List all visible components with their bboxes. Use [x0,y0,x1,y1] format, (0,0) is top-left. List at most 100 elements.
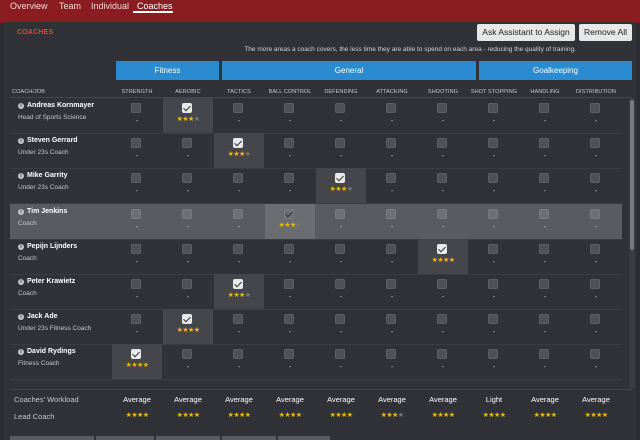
coach-name[interactable]: i Peter Krawietz [18,278,75,285]
assigned-checkbox[interactable] [233,279,243,289]
tab-team[interactable]: Team [59,1,82,11]
assign-checkbox[interactable] [539,138,549,148]
assign-checkbox[interactable] [284,244,294,254]
assign-checkbox[interactable] [131,138,141,148]
assign-checkbox[interactable] [182,209,192,219]
coach-name-text[interactable]: Peter Krawietz [27,278,76,285]
assign-checkbox[interactable] [539,103,549,113]
assign-checkbox[interactable] [386,349,396,359]
assign-checkbox[interactable] [284,314,294,324]
coach-name[interactable]: i Pepijn Lijnders [18,243,77,250]
column-header-tactics[interactable]: TACTICS [227,89,251,95]
coach-row[interactable]: i Jack Ade Under 23s Fitness Coach - ★★★★ - - -… [10,309,622,345]
assigned-checkbox[interactable] [182,103,192,113]
coach-row[interactable]: i David Rydings Fitness Coach ★★★★ - - - - - - - - - [10,344,622,380]
assign-checkbox[interactable] [590,279,600,289]
coach-row[interactable]: i Andreas Kornmayer Head of Sports Science… [10,98,622,134]
assign-checkbox[interactable] [233,314,243,324]
info-icon[interactable]: i [18,103,24,109]
assign-checkbox[interactable] [233,173,243,183]
assign-checkbox[interactable] [335,209,345,219]
assign-checkbox[interactable] [131,244,141,254]
assign-checkbox[interactable] [590,209,600,219]
coach-name[interactable]: i David Rydings [18,348,76,355]
assign-checkbox[interactable] [539,173,549,183]
coach-row[interactable]: i Steven Gerrard Under 23s Coach - - ★★★★ - - - -… [10,133,622,169]
assign-checkbox[interactable] [131,173,141,183]
assign-checkbox[interactable] [335,279,345,289]
assigned-checkbox[interactable] [284,209,294,219]
assign-checkbox[interactable] [284,103,294,113]
assign-checkbox[interactable] [182,173,192,183]
remove-all-button[interactable]: Remove All [579,24,632,41]
info-icon[interactable]: i [18,279,24,285]
ask-assistant-button[interactable]: Ask Assistant to Assign [477,24,575,41]
assign-checkbox[interactable] [233,103,243,113]
coach-name[interactable]: i Steven Gerrard [18,137,78,144]
column-header-attacking[interactable]: ATTACKING [376,89,408,95]
coach-name[interactable]: i Mike Garrity [18,172,67,179]
assign-checkbox[interactable] [437,314,447,324]
assign-checkbox[interactable] [335,138,345,148]
assign-checkbox[interactable] [437,279,447,289]
assign-checkbox[interactable] [284,138,294,148]
tab-overview[interactable]: Overview [10,1,48,11]
tab-individual[interactable]: Individual [91,1,130,11]
assigned-checkbox[interactable] [233,138,243,148]
assign-checkbox[interactable] [437,209,447,219]
assign-checkbox[interactable] [539,244,549,254]
assigned-checkbox[interactable] [335,173,345,183]
assign-checkbox[interactable] [539,314,549,324]
column-header-distribution[interactable]: DISTRIBUTION [575,89,616,95]
assign-checkbox[interactable] [590,138,600,148]
column-header-handling[interactable]: HANDLING [530,89,560,95]
assign-checkbox[interactable] [437,173,447,183]
coach-row[interactable]: i Mike Garrity Under 23s Coach - - - - ★★★★ - - - -… [10,168,622,204]
assign-checkbox[interactable] [131,314,141,324]
assigned-checkbox[interactable] [182,314,192,324]
column-header-aerobic[interactable]: AEROBIC [175,89,201,95]
assign-checkbox[interactable] [131,279,141,289]
assign-checkbox[interactable] [182,279,192,289]
assign-checkbox[interactable] [386,103,396,113]
info-icon[interactable]: i [18,314,24,320]
coach-row[interactable]: i Tim Jenkins Coach - - - ★★★★ - - - - - - [10,204,622,240]
assign-checkbox[interactable] [131,209,141,219]
column-header-defending[interactable]: DEFENDING [324,89,358,95]
assign-checkbox[interactable] [539,279,549,289]
assign-checkbox[interactable] [131,103,141,113]
coach-name-text[interactable]: Andreas Kornmayer [27,102,94,109]
assign-checkbox[interactable] [386,244,396,254]
coach-name-text[interactable]: Tim Jenkins [27,208,68,215]
assign-checkbox[interactable] [233,244,243,254]
coach-name[interactable]: i Andreas Kornmayer [18,102,94,109]
assign-checkbox[interactable] [488,349,498,359]
assign-checkbox[interactable] [386,138,396,148]
assign-checkbox[interactable] [488,314,498,324]
assigned-checkbox[interactable] [437,244,447,254]
assign-checkbox[interactable] [488,244,498,254]
column-header-ball-control[interactable]: BALL CONTROL [268,89,312,95]
assign-checkbox[interactable] [437,349,447,359]
coach-name-text[interactable]: Steven Gerrard [27,137,78,144]
assign-checkbox[interactable] [488,138,498,148]
coach-name-text[interactable]: Mike Garrity [27,172,68,179]
coach-name-text[interactable]: Pepijn Lijnders [27,243,78,250]
column-header-shot-stopping[interactable]: SHOT STOPPING [470,89,518,95]
assign-checkbox[interactable] [233,349,243,359]
assign-checkbox[interactable] [437,103,447,113]
assign-checkbox[interactable] [284,173,294,183]
assign-checkbox[interactable] [284,349,294,359]
assign-checkbox[interactable] [233,209,243,219]
assign-checkbox[interactable] [182,349,192,359]
coach-name[interactable]: i Jack Ade [18,313,57,320]
column-header-strength[interactable]: STRENGTH [121,89,153,95]
assign-checkbox[interactable] [386,173,396,183]
coach-row[interactable]: i Peter Krawietz Coach - - ★★★★ - - - - - - - [10,274,622,310]
assign-checkbox[interactable] [590,173,600,183]
assign-checkbox[interactable] [386,314,396,324]
assign-checkbox[interactable] [284,279,294,289]
assign-checkbox[interactable] [335,103,345,113]
scrollbar-thumb[interactable] [630,100,634,250]
assign-checkbox[interactable] [437,138,447,148]
